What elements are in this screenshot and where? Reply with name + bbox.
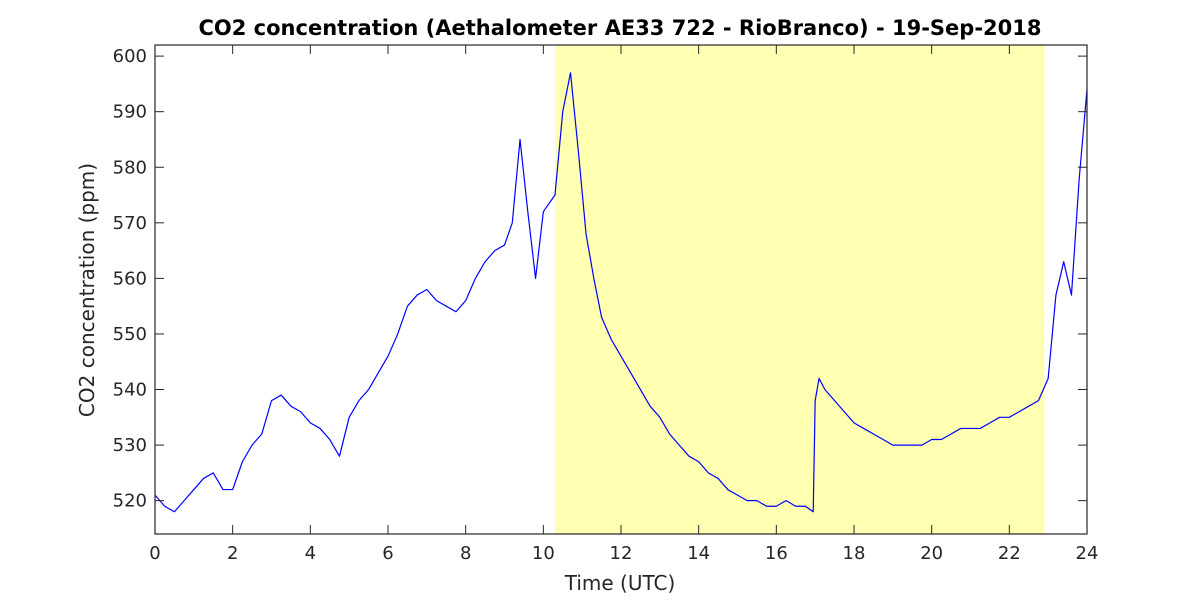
x-tick-label: 10 bbox=[532, 543, 555, 564]
x-tick-label: 12 bbox=[610, 543, 633, 564]
y-axis-label: CO2 concentration (ppm) bbox=[75, 163, 99, 417]
y-tick-label: 520 bbox=[113, 491, 147, 512]
x-tick-label: 8 bbox=[460, 543, 471, 564]
chart-title: CO2 concentration (Aethalometer AE33 722… bbox=[199, 16, 1042, 40]
x-tick-label: 14 bbox=[687, 543, 710, 564]
x-tick-label: 18 bbox=[843, 543, 866, 564]
y-tick-label: 570 bbox=[113, 213, 147, 234]
x-tick-label: 0 bbox=[149, 543, 160, 564]
shaded-time-region-layer bbox=[554, 45, 1045, 534]
x-tick-label: 16 bbox=[765, 543, 788, 564]
x-axis-label: Time (UTC) bbox=[564, 571, 676, 595]
shaded-time-region bbox=[554, 45, 1045, 534]
y-tick-label: 550 bbox=[113, 324, 147, 345]
x-tick-label: 4 bbox=[305, 543, 316, 564]
x-tick-label: 2 bbox=[227, 543, 238, 564]
y-tick-label: 580 bbox=[113, 157, 147, 178]
y-tick-label: 590 bbox=[113, 102, 147, 123]
axes-layer: 0 2 4 6 8 10 12 14 16 18 20 22 245205305405505605705… bbox=[113, 44, 1099, 564]
y-tick-label: 600 bbox=[113, 46, 147, 67]
y-tick-label: 530 bbox=[113, 435, 147, 456]
x-tick-label: 22 bbox=[998, 543, 1021, 564]
y-tick-label: 540 bbox=[113, 380, 147, 401]
co2-series-line bbox=[154, 72, 1088, 513]
y-tick-label: 560 bbox=[113, 268, 147, 289]
x-tick-label: 20 bbox=[920, 543, 943, 564]
x-tick-label: 6 bbox=[382, 543, 393, 564]
series-layer bbox=[154, 72, 1088, 513]
x-tick-label: 24 bbox=[1076, 543, 1099, 564]
